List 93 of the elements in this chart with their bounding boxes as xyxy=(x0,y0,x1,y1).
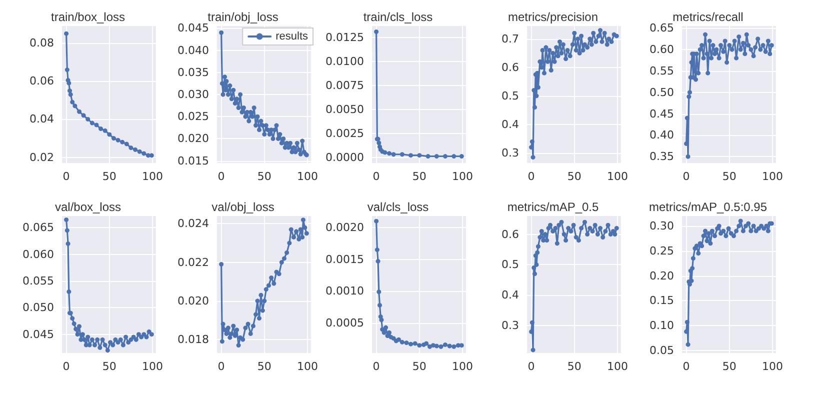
x-tick-label: 0 xyxy=(682,170,690,183)
x-tick-label: 50 xyxy=(102,170,116,183)
y-tick-label: 0.30 xyxy=(650,219,674,232)
y-tick-label: 0.060 xyxy=(22,248,54,261)
y-tick-label: 0.45 xyxy=(650,107,674,120)
y-tick-label: 0.05 xyxy=(650,344,674,358)
y-tick-label: 0.0010 xyxy=(326,284,364,298)
y-tick-label: 0.0100 xyxy=(326,54,364,68)
y-tick-label: 0.045 xyxy=(22,328,54,341)
y-tick-label: 0.25 xyxy=(650,244,674,258)
y-tick-label: 0.3 xyxy=(502,146,519,160)
y-tick-label: 0.5 xyxy=(502,258,519,272)
x-tick-label: 0 xyxy=(682,360,690,373)
y-tick-label: 0.15 xyxy=(650,294,674,308)
x-tick-label: 100 xyxy=(297,360,318,373)
chart-title: train/obj_loss xyxy=(208,10,278,24)
y-tick-label: 0.4 xyxy=(502,118,519,131)
x-tick-label: 50 xyxy=(412,360,426,373)
y-tick-label: 0.7 xyxy=(502,32,519,46)
chart-title: metrics/precision xyxy=(508,10,598,24)
y-tick-label: 0.024 xyxy=(178,217,209,230)
x-tick-label: 50 xyxy=(567,360,582,373)
y-tick-label: 0.0020 xyxy=(326,220,364,234)
legend-label: results xyxy=(276,30,308,42)
y-tick-label: 0.035 xyxy=(178,66,209,79)
x-tick-label: 100 xyxy=(452,360,473,373)
y-tick-label: 0.015 xyxy=(178,154,209,168)
y-tick-label: 0.50 xyxy=(650,86,674,99)
x-tick-label: 50 xyxy=(257,360,272,373)
y-tick-label: 0.055 xyxy=(22,274,54,288)
y-tick-label: 0.6 xyxy=(502,60,519,74)
x-tick-label: 0 xyxy=(218,170,225,183)
y-tick-label: 0.5 xyxy=(502,89,519,102)
chart-title: metrics/mAP_0.5 xyxy=(507,200,600,214)
y-tick-label: 0.0125 xyxy=(326,30,364,44)
y-tick-label: 0.0005 xyxy=(326,316,364,330)
x-tick-label: 0 xyxy=(372,360,380,373)
x-tick-label: 100 xyxy=(607,360,628,373)
y-tick-label: 0.0000 xyxy=(326,150,364,164)
y-tick-label: 0.20 xyxy=(650,269,674,282)
chart-title: train/cls_loss xyxy=(363,10,433,24)
y-tick-label: 0.6 xyxy=(502,228,519,241)
y-tick-label: 0.030 xyxy=(178,88,209,101)
x-tick-label: 0 xyxy=(528,360,535,373)
x-tick-label: 0 xyxy=(62,360,70,373)
y-tick-label: 0.0050 xyxy=(326,102,364,116)
y-tick-label: 0.050 xyxy=(22,301,54,314)
x-tick-label: 100 xyxy=(297,170,318,183)
y-tick-label: 0.35 xyxy=(650,150,674,164)
y-tick-label: 0.045 xyxy=(178,22,209,35)
x-tick-label: 50 xyxy=(722,170,736,183)
y-tick-label: 0.0015 xyxy=(326,252,364,266)
x-tick-label: 50 xyxy=(722,360,736,373)
x-tick-label: 50 xyxy=(102,360,116,373)
y-tick-label: 0.60 xyxy=(650,43,674,56)
x-tick-label: 50 xyxy=(257,170,272,183)
chart-title: metrics/mAP_0.5:0.95 xyxy=(648,200,768,214)
x-tick-label: 0 xyxy=(218,360,225,373)
x-tick-label: 100 xyxy=(142,170,163,183)
y-tick-label: 0.08 xyxy=(30,36,54,50)
y-tick-label: 0.40 xyxy=(650,128,674,142)
y-tick-label: 0.025 xyxy=(178,110,209,124)
y-tick-label: 0.040 xyxy=(178,44,209,57)
y-tick-label: 0.10 xyxy=(650,319,674,332)
chart-title: val/cls_loss xyxy=(367,200,429,214)
y-tick-label: 0.0075 xyxy=(326,78,364,92)
chart-title: metrics/recall xyxy=(672,10,744,24)
chart-title: val/obj_loss xyxy=(212,200,274,214)
y-tick-label: 0.04 xyxy=(30,112,54,126)
x-tick-label: 100 xyxy=(142,360,163,373)
y-tick-label: 0.022 xyxy=(178,256,209,269)
x-tick-label: 100 xyxy=(762,360,783,373)
y-tick-label: 0.65 xyxy=(650,22,674,35)
y-tick-label: 0.020 xyxy=(178,294,209,308)
x-tick-label: 100 xyxy=(452,170,473,183)
y-tick-label: 0.4 xyxy=(502,288,519,302)
y-tick-label: 0.020 xyxy=(178,132,209,146)
x-tick-label: 50 xyxy=(567,170,582,183)
y-tick-label: 0.55 xyxy=(650,64,674,78)
x-tick-label: 100 xyxy=(762,170,783,183)
chart-title: train/box_loss xyxy=(50,10,126,24)
x-tick-label: 100 xyxy=(607,170,628,183)
x-tick-label: 0 xyxy=(528,170,535,183)
y-tick-label: 0.06 xyxy=(30,74,54,88)
y-tick-label: 0.3 xyxy=(502,319,519,332)
y-tick-label: 0.0025 xyxy=(326,126,364,140)
x-tick-label: 50 xyxy=(412,170,426,183)
y-tick-label: 0.02 xyxy=(30,150,54,164)
chart-title: val/box_loss xyxy=(54,200,122,214)
y-tick-label: 0.018 xyxy=(178,332,209,346)
x-tick-label: 0 xyxy=(372,170,380,183)
y-tick-label: 0.065 xyxy=(22,221,54,234)
x-tick-label: 0 xyxy=(62,170,70,183)
